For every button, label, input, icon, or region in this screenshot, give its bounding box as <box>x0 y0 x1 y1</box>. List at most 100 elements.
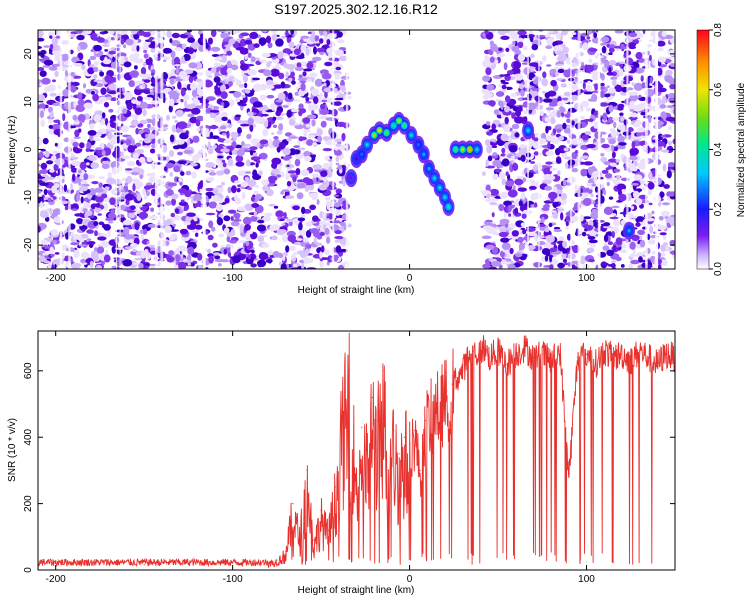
noise-speckle <box>78 244 88 247</box>
noise-speckle <box>53 163 59 172</box>
noise-speckle <box>74 213 83 217</box>
noise-speckle <box>191 229 200 233</box>
noise-speckle <box>282 147 291 156</box>
noise-speckle <box>342 178 346 187</box>
noise-speckle <box>41 77 51 85</box>
noise-speckle <box>48 66 58 71</box>
noise-speckle <box>608 59 617 66</box>
noise-speckle <box>319 38 324 44</box>
noise-speckle <box>599 102 609 107</box>
noise-speckle <box>79 224 88 231</box>
snr-point <box>630 360 632 362</box>
noise-speckle <box>271 235 278 241</box>
noise-speckle <box>536 235 545 239</box>
noise-speckle <box>570 32 577 36</box>
noise-speckle <box>143 248 149 256</box>
noise-speckle <box>199 188 203 193</box>
noise-speckle <box>84 211 90 219</box>
noise-speckle <box>612 244 617 252</box>
noise-speckle <box>603 93 611 98</box>
noise-speckle <box>225 243 231 248</box>
noise-speckle <box>38 30 44 38</box>
noise-speckle <box>295 168 301 176</box>
signal-core <box>526 128 530 133</box>
noise-speckle <box>52 240 57 245</box>
noise-striation <box>160 30 164 269</box>
snr-point <box>430 410 432 412</box>
snr-point <box>594 363 597 365</box>
noise-speckle <box>529 185 537 190</box>
noise-speckle <box>148 244 156 248</box>
noise-speckle <box>90 162 100 169</box>
noise-speckle <box>48 118 53 124</box>
noise-speckle <box>221 54 227 63</box>
noise-speckle <box>232 255 241 264</box>
noise-speckle <box>580 255 586 261</box>
noise-speckle <box>324 197 331 201</box>
noise-speckle <box>130 30 139 35</box>
noise-speckle <box>38 67 45 71</box>
snr-point <box>72 563 74 566</box>
noise-speckle <box>585 107 592 112</box>
noise-speckle <box>299 38 304 44</box>
noise-speckle <box>276 229 286 236</box>
noise-speckle <box>144 133 149 138</box>
noise-speckle <box>136 159 140 166</box>
noise-speckle <box>39 210 50 219</box>
noise-speckle <box>182 43 187 50</box>
noise-speckle <box>562 179 567 187</box>
noise-speckle <box>212 242 218 248</box>
noise-speckle <box>123 44 127 49</box>
noise-speckle <box>621 124 626 134</box>
noise-speckle <box>525 172 534 179</box>
noise-speckle <box>586 144 596 149</box>
noise-speckle <box>237 127 242 134</box>
noise-speckle <box>484 30 490 35</box>
noise-speckle <box>659 64 667 68</box>
noise-speckle <box>108 108 114 113</box>
noise-speckle <box>257 235 265 243</box>
noise-speckle <box>528 66 535 72</box>
signal-core <box>446 205 451 209</box>
noise-speckle <box>275 110 282 117</box>
noise-speckle <box>92 138 101 142</box>
noise-speckle <box>264 120 269 128</box>
noise-speckle <box>123 226 130 235</box>
signal-core <box>392 123 396 128</box>
noise-speckle <box>648 171 653 180</box>
noise-speckle <box>95 264 103 269</box>
noise-speckle <box>571 94 579 101</box>
noise-speckle <box>54 54 62 62</box>
noise-speckle <box>535 77 540 85</box>
x-tick-label: 100 <box>578 273 595 284</box>
noise-speckle <box>205 212 216 216</box>
noise-speckle <box>146 118 154 124</box>
noise-speckle <box>70 85 77 93</box>
snr-point <box>497 350 499 352</box>
noise-speckle <box>276 174 282 178</box>
noise-speckle <box>633 82 644 91</box>
noise-speckle <box>517 53 526 62</box>
colorbar-gradient <box>696 29 710 270</box>
noise-speckle <box>660 111 667 119</box>
noise-speckle <box>546 64 552 67</box>
noise-speckle <box>332 194 340 197</box>
noise-speckle <box>498 231 509 238</box>
noise-speckle <box>251 151 258 157</box>
noise-speckle <box>132 248 137 253</box>
noise-speckle <box>206 96 216 101</box>
noise-speckle <box>254 57 261 61</box>
noise-speckle <box>616 174 621 181</box>
snr-point <box>435 403 437 405</box>
noise-speckle <box>271 107 276 111</box>
noise-speckle <box>334 138 345 143</box>
noise-speckle <box>268 178 276 184</box>
signal-core <box>432 176 436 180</box>
noise-speckle <box>42 65 51 68</box>
noise-speckle <box>96 244 107 247</box>
noise-speckle <box>255 193 263 200</box>
noise-speckle <box>285 245 290 253</box>
noise-speckle <box>195 232 199 237</box>
noise-speckle <box>566 233 572 241</box>
noise-speckle <box>336 121 346 127</box>
